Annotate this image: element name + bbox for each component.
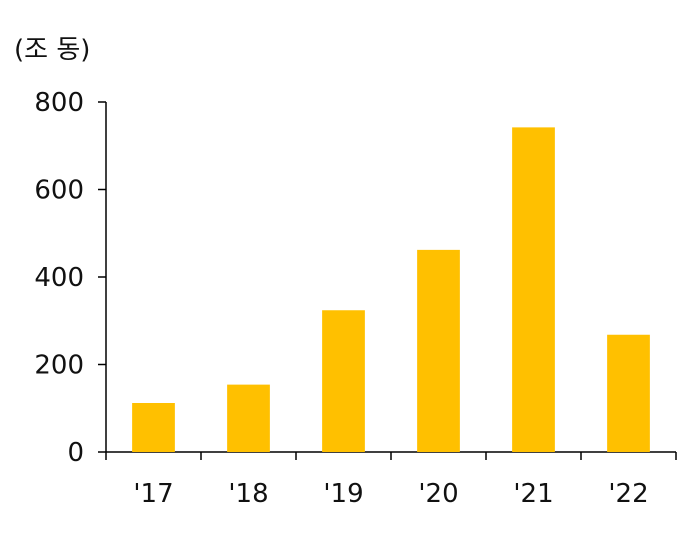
y-tick-label: 0 xyxy=(67,438,84,468)
y-tick-label: 600 xyxy=(34,176,84,206)
bar-22 xyxy=(607,334,650,452)
x-tick-label: '19 xyxy=(323,479,363,509)
x-tick-label: '17 xyxy=(133,479,173,509)
x-axis: '17 '18 '19 '20 '21 '22 xyxy=(105,451,677,509)
x-tick-label: '18 xyxy=(228,479,268,509)
x-tick-label: '21 xyxy=(513,479,553,509)
bar-19 xyxy=(322,310,365,452)
bars xyxy=(132,127,650,452)
bar-20 xyxy=(417,249,460,452)
x-tick-label: '20 xyxy=(418,479,458,509)
y-axis: 0 200 400 600 800 xyxy=(34,88,107,468)
bar-21 xyxy=(512,127,555,452)
y-tick-label: 200 xyxy=(34,351,84,381)
bar-17 xyxy=(132,403,175,452)
bar-18 xyxy=(227,384,270,452)
y-unit-label: (조 동) xyxy=(14,35,90,65)
y-tick-label: 400 xyxy=(34,263,84,293)
y-tick-label: 800 xyxy=(34,88,84,118)
x-tick-label: '22 xyxy=(608,479,648,509)
